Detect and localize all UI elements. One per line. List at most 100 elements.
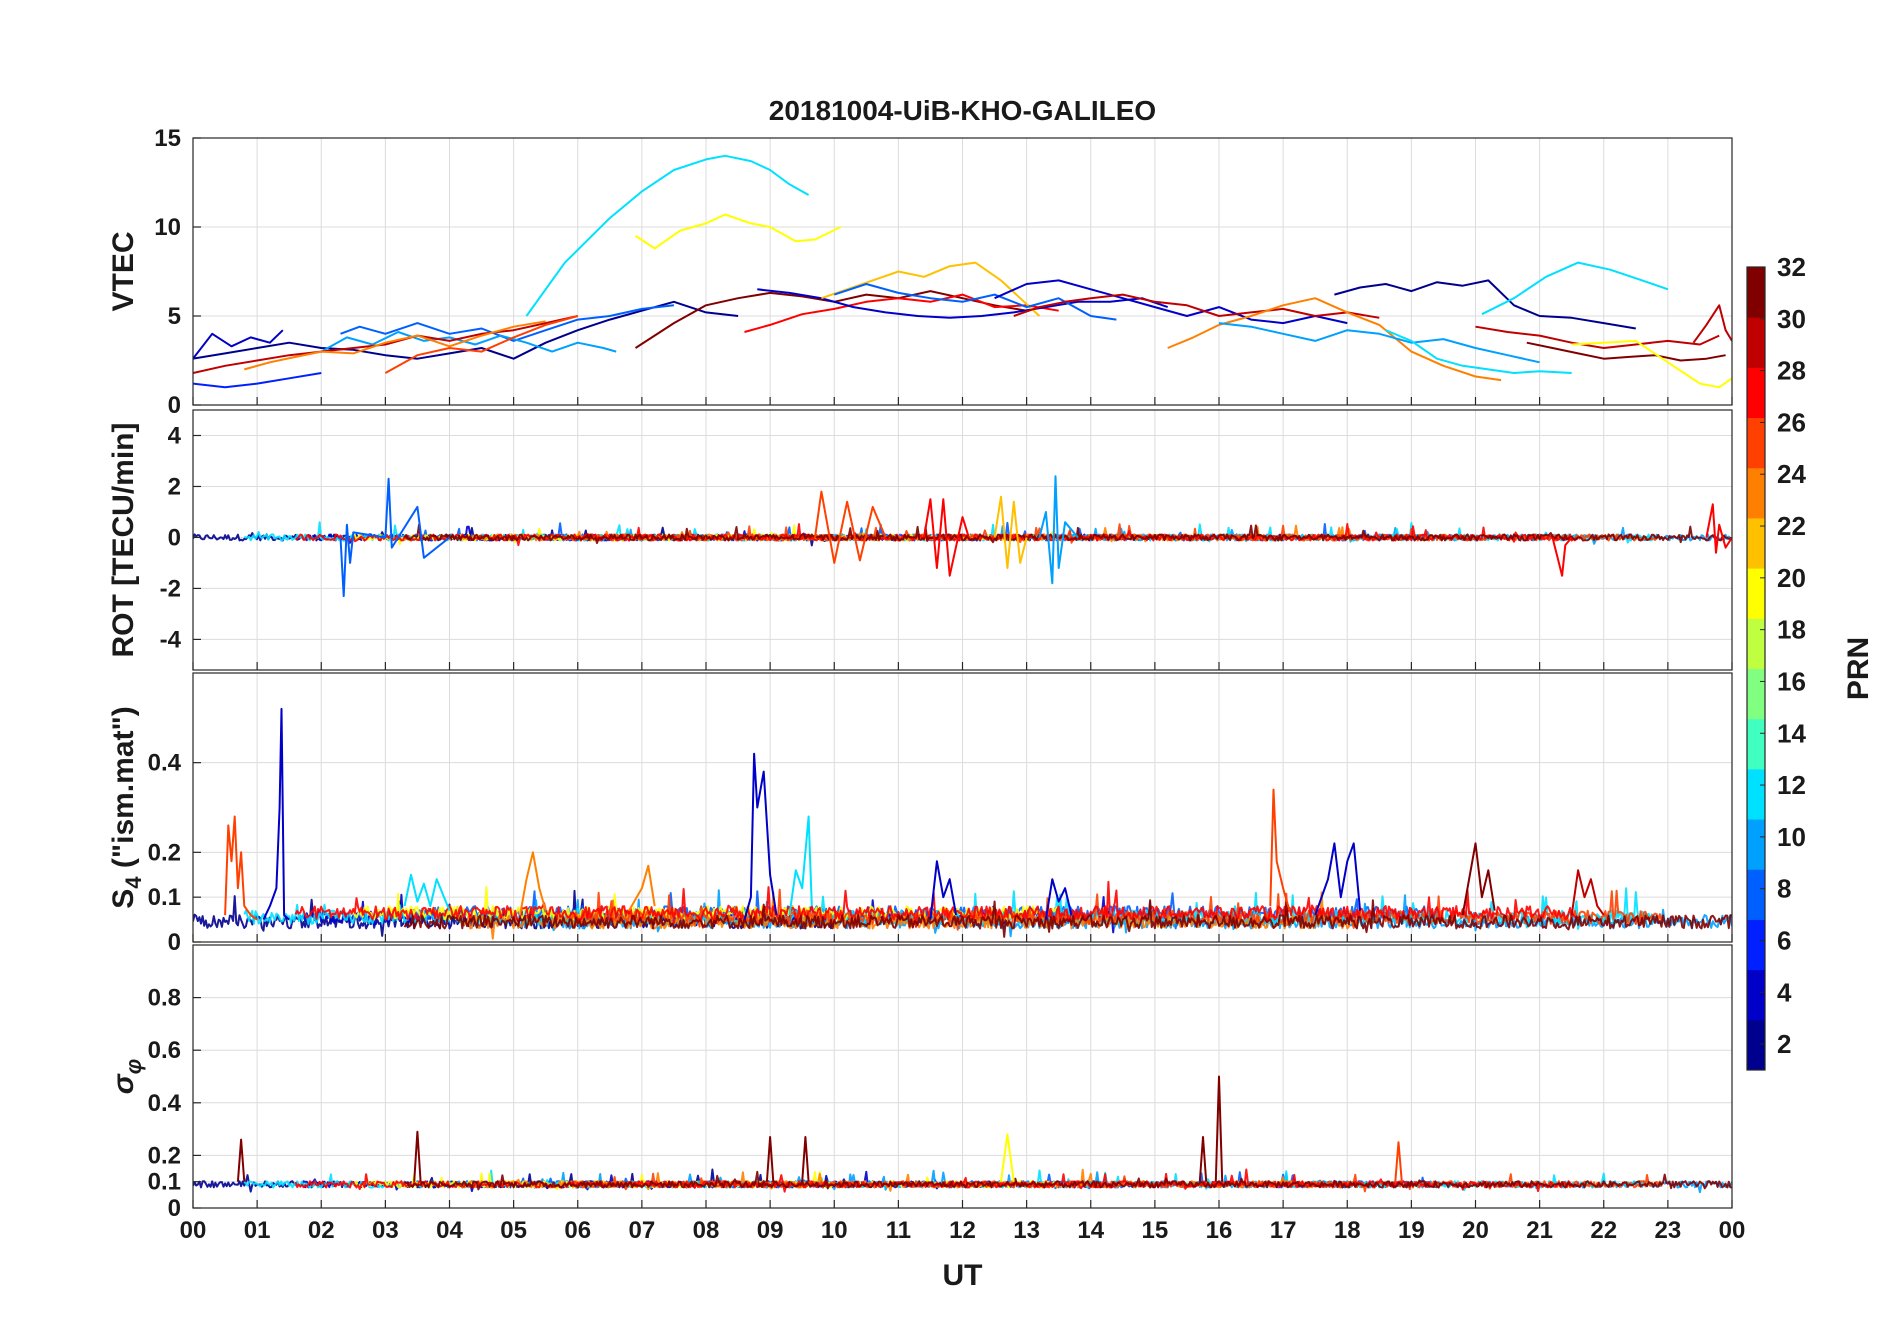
x-axis-tick-labels: 00 01 02 03 04 05 06 07 08 09 10 11 12 13 14 15 16 17 18 19… — [180, 397, 1746, 1244]
series-line-prn3 — [743, 752, 778, 920]
colorbar-segment — [1747, 568, 1765, 619]
y-tick-label: 15 — [154, 125, 181, 152]
colorbar-segment — [1747, 819, 1765, 870]
colorbar-tick-label: 20 — [1777, 563, 1806, 593]
colorbar-label: PRN — [1842, 637, 1875, 700]
series-line-prn26 — [814, 490, 887, 564]
x-tick-label: 19 — [1398, 1217, 1425, 1244]
series-line-prn31 — [413, 1130, 422, 1182]
colorbar-segment — [1747, 467, 1765, 519]
colorbar-tick-label: 2 — [1777, 1029, 1791, 1059]
y-tick-label: 0.2 — [148, 1142, 181, 1169]
y-axis-label-s4: S4 ("ism.mat") — [107, 706, 146, 908]
series-line-prn21 — [821, 261, 1041, 317]
x-tick-label: 12 — [949, 1217, 976, 1244]
series-line-prn9 — [320, 331, 617, 353]
series-line-prn27 — [744, 293, 1059, 333]
series-line-prn6 — [193, 372, 322, 389]
series-s4 — [193, 707, 1732, 940]
series-line-prn24 — [1167, 297, 1502, 382]
y-tick-label: 0 — [168, 392, 181, 419]
x-tick-label: 00 — [180, 1217, 207, 1244]
grid-sigma_phi — [192, 945, 1733, 1209]
series-line-prn24 — [244, 320, 546, 371]
series-line-prn8 — [339, 477, 451, 598]
y-tick-label: 0.8 — [148, 985, 181, 1012]
colorbar-segment — [1747, 718, 1765, 770]
colorbar-tick-label: 28 — [1777, 356, 1806, 386]
series-line-prn11 — [1385, 329, 1572, 374]
colorbar-frame — [1746, 266, 1766, 1071]
panel-sigma_phi: 00.10.2 0.4 0.6 0.8 σφ — [107, 944, 1733, 1222]
noise-trace — [294, 880, 1579, 928]
x-tick-label: 06 — [564, 1217, 591, 1244]
series-line-prn28 — [1705, 503, 1732, 554]
x-tick-label: 02 — [308, 1217, 335, 1244]
colorbar-tick-label: 24 — [1777, 459, 1806, 489]
x-tick-label: 03 — [372, 1217, 399, 1244]
x-tick-label: 21 — [1526, 1217, 1553, 1244]
y-tick-label: 2 — [168, 473, 181, 500]
colorbar-tick-label: 14 — [1777, 718, 1806, 748]
x-tick-label: 13 — [1013, 1217, 1040, 1244]
series-line-prn9 — [1038, 475, 1079, 585]
colorbar-segment — [1747, 869, 1765, 920]
series-line-prn3 — [1044, 878, 1073, 920]
y-tick-label: 0 — [168, 1195, 181, 1222]
series-line-prn30 — [1692, 304, 1732, 344]
x-tick-label: 22 — [1590, 1217, 1617, 1244]
y-tick-label: -4 — [160, 626, 182, 653]
y-tick-label: 4 — [168, 422, 182, 449]
series-line-prn25 — [384, 315, 579, 374]
series-line-prn31 — [1214, 1075, 1224, 1182]
series-line-prn31 — [801, 1136, 810, 1182]
series-line-prn11 — [788, 815, 813, 916]
y-axis-label-vtec: VTEC — [107, 231, 140, 311]
series-line-prn29 — [193, 315, 579, 374]
series-line-prn20 — [634, 213, 842, 250]
series-vtec — [193, 154, 1732, 389]
noise-trace — [403, 523, 1732, 545]
panel-vtec: 0 5 10 15 VTEC — [107, 125, 1733, 419]
y-tick-label: 0 — [168, 524, 181, 551]
series-line-prn11 — [403, 873, 451, 911]
series-line-prn31 — [1461, 842, 1496, 916]
series-line-prn20 — [1000, 1133, 1015, 1182]
series-line-prn11 — [1481, 261, 1669, 316]
colorbar-tick-label: 8 — [1777, 874, 1791, 904]
y-tick-label: 0.1 — [148, 884, 181, 911]
panel-rot: -4 -2 0 2 4 ROT [TECU/min] — [107, 409, 1733, 671]
colorbar-tick-label: 4 — [1777, 977, 1792, 1007]
series-line-prn3 — [262, 707, 290, 921]
y-tick-label: 0.4 — [148, 1090, 182, 1117]
series-sigma_phi — [193, 1075, 1732, 1194]
series-line-prn24 — [628, 864, 656, 912]
x-tick-label: 07 — [629, 1217, 656, 1244]
colorbar-segment — [1747, 417, 1765, 469]
colorbar-segment — [1747, 618, 1765, 669]
colorbar-tick-label: 32 — [1777, 252, 1806, 282]
x-tick-label: 18 — [1334, 1217, 1361, 1244]
colorbar-tick-label: 6 — [1777, 925, 1791, 955]
colorbar-tick-label: 22 — [1777, 511, 1806, 541]
x-tick-label: 16 — [1206, 1217, 1233, 1244]
series-line-prn3 — [193, 329, 284, 360]
colorbar-tick-label: 26 — [1777, 407, 1806, 437]
series-line-prn31 — [765, 1136, 775, 1182]
x-tick-label: 01 — [244, 1217, 271, 1244]
colorbar-tick-label: 10 — [1777, 822, 1806, 852]
series-line-prn27 — [923, 498, 970, 577]
series-line-prn2 — [1334, 279, 1636, 330]
x-tick-label: 00 — [1719, 1217, 1746, 1244]
colorbar-tick-label: 18 — [1777, 615, 1806, 645]
x-tick-label: 15 — [1142, 1217, 1169, 1244]
series-line-prn30 — [1570, 869, 1605, 916]
series-line-prn8 — [833, 283, 1117, 321]
x-tick-label: 20 — [1462, 1217, 1489, 1244]
series-line-prn29 — [1013, 293, 1380, 319]
series-line-prn28 — [1551, 536, 1573, 577]
series-line-prn25 — [1269, 788, 1291, 911]
y-axis-label-sigma_phi: σφ — [107, 1059, 146, 1094]
series-rot — [193, 475, 1732, 598]
